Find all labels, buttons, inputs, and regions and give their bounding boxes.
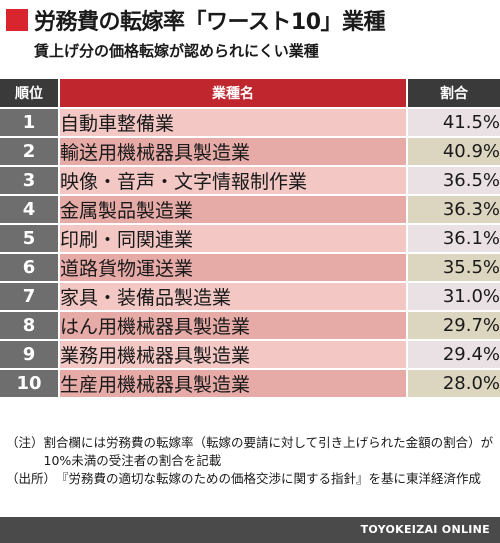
- column-header-ratio: 割合: [408, 79, 500, 107]
- ratio-cell: 36.5%: [408, 167, 500, 194]
- rank-cell: 2: [0, 138, 60, 165]
- industry-cell: 業務用機械器具製造業: [60, 341, 408, 368]
- ratio-cell: 29.7%: [408, 312, 500, 339]
- table-row: 7 家具・装備品製造業 31.0%: [0, 283, 500, 310]
- industry-cell: 輸送用機械器具製造業: [60, 138, 408, 165]
- ratio-cell: 41.5%: [408, 109, 500, 136]
- industry-cell: 家具・装備品製造業: [60, 283, 408, 310]
- column-header-industry: 業種名: [60, 79, 408, 107]
- page-title: 労務費の転嫁率「ワースト10」業種: [34, 10, 386, 35]
- industry-cell: 映像・音声・文字情報制作業: [60, 167, 408, 194]
- footnote-text: 割合欄には労務費の転嫁率（転嫁の要請に対して引き上げられた金額の割合）が10%未…: [43, 435, 494, 468]
- ratio-cell: 31.0%: [408, 283, 500, 310]
- industry-cell: 金属製品製造業: [60, 196, 408, 223]
- rank-cell: 7: [0, 283, 60, 310]
- table-row: 6 道路貨物運送業 35.5%: [0, 254, 500, 281]
- ratio-cell: 35.5%: [408, 254, 500, 281]
- ratio-cell: 29.4%: [408, 341, 500, 368]
- footnote-text: 『労務費の適切な転嫁のための価格交渉に関する指針』を基に東洋経済作成: [56, 471, 482, 486]
- rank-cell: 10: [0, 370, 60, 397]
- rank-cell: 1: [0, 109, 60, 136]
- footnote-source: （出所） 『労務費の適切な転嫁のための価格交渉に関する指針』を基に東洋経済作成: [6, 470, 496, 488]
- footnote-label: （注）: [6, 435, 44, 450]
- column-header-rank: 順位: [0, 79, 60, 107]
- footnote-label: （出所）: [6, 471, 57, 486]
- industry-cell: 道路貨物運送業: [60, 254, 408, 281]
- ratio-cell: 40.9%: [408, 138, 500, 165]
- ratio-cell: 36.3%: [408, 196, 500, 223]
- rank-cell: 5: [0, 225, 60, 252]
- table-row: 9 業務用機械器具製造業 29.4%: [0, 341, 500, 368]
- rank-cell: 3: [0, 167, 60, 194]
- table-row: 8 はん用機械器具製造業 29.7%: [0, 312, 500, 339]
- industry-cell: 印刷・同関連業: [60, 225, 408, 252]
- page-title-row: 労務費の転嫁率「ワースト10」業種: [6, 6, 386, 35]
- table-row: 5 印刷・同関連業 36.1%: [0, 225, 500, 252]
- ranking-table: 順位 業種名 割合 1 自動車整備業 41.5% 2 輸送用機械器具製造業 40…: [0, 77, 500, 399]
- table-row: 4 金属製品製造業 36.3%: [0, 196, 500, 223]
- page-subtitle: 賃上げ分の価格転嫁が認められにくい業種: [34, 42, 319, 60]
- rank-cell: 8: [0, 312, 60, 339]
- table-header-row: 順位 業種名 割合: [0, 79, 500, 107]
- brand-credit: TOYOKEIZAI ONLINE: [360, 523, 490, 536]
- footer-bar: TOYOKEIZAI ONLINE: [0, 517, 500, 543]
- title-marker: [6, 9, 28, 31]
- rank-cell: 4: [0, 196, 60, 223]
- rank-cell: 9: [0, 341, 60, 368]
- rank-cell: 6: [0, 254, 60, 281]
- ratio-cell: 28.0%: [408, 370, 500, 397]
- industry-cell: はん用機械器具製造業: [60, 312, 408, 339]
- ratio-cell: 36.1%: [408, 225, 500, 252]
- industry-cell: 自動車整備業: [60, 109, 408, 136]
- footnote-note: （注） 割合欄には労務費の転嫁率（転嫁の要請に対して引き上げられた金額の割合）が…: [6, 434, 496, 470]
- table-row: 1 自動車整備業 41.5%: [0, 109, 500, 136]
- table-row: 2 輸送用機械器具製造業 40.9%: [0, 138, 500, 165]
- industry-cell: 生産用機械器具製造業: [60, 370, 408, 397]
- table-row: 3 映像・音声・文字情報制作業 36.5%: [0, 167, 500, 194]
- footnotes: （注） 割合欄には労務費の転嫁率（転嫁の要請に対して引き上げられた金額の割合）が…: [6, 434, 496, 488]
- table-row: 10 生産用機械器具製造業 28.0%: [0, 370, 500, 397]
